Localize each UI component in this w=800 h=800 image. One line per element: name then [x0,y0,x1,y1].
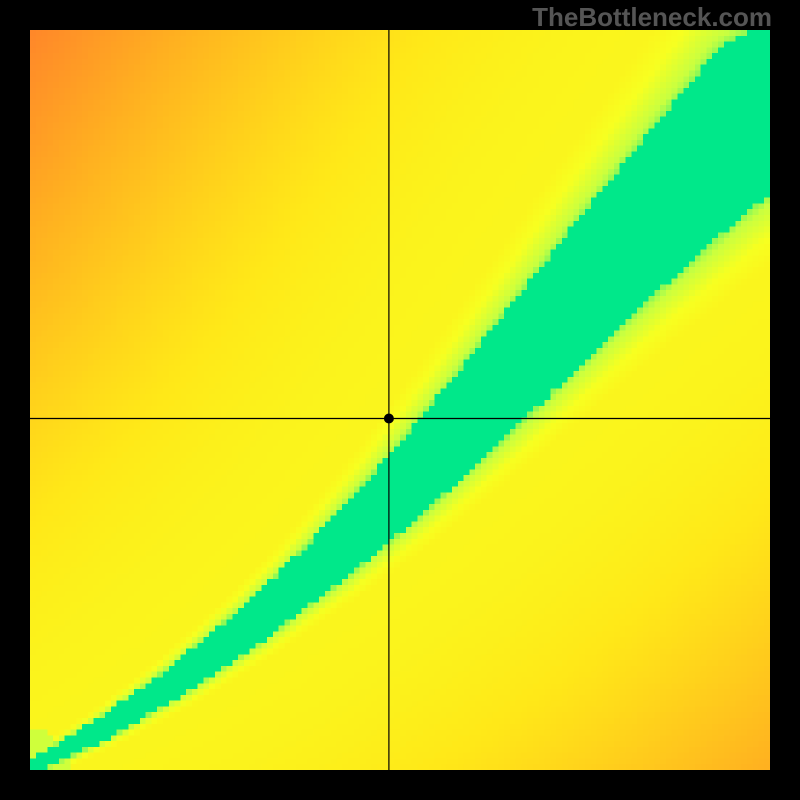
chart-container: TheBottleneck.com [0,0,800,800]
watermark-text: TheBottleneck.com [532,2,772,33]
heatmap-canvas [30,30,770,770]
